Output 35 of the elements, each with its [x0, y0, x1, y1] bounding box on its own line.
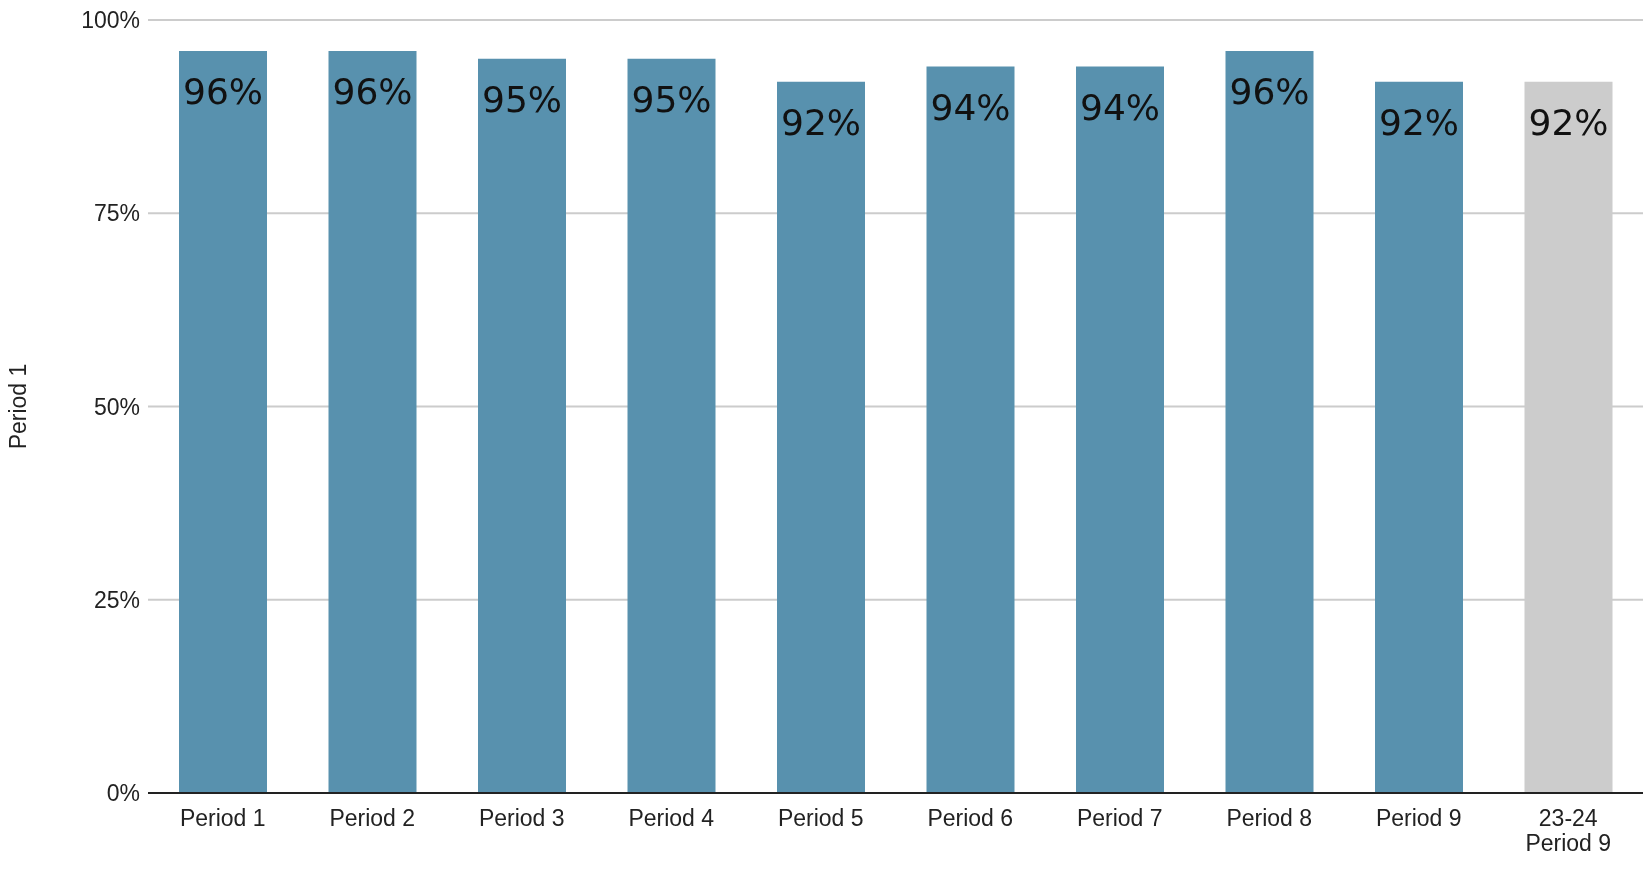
x-tick-label: Period 9 — [1375, 805, 1462, 831]
x-tick-label: Period 5 — [777, 805, 864, 831]
bar — [627, 58, 716, 793]
data-label: 92% — [1378, 102, 1460, 144]
bar — [926, 66, 1015, 793]
bar — [1225, 50, 1314, 793]
x-tick-label: 23-24 Period 9 — [1525, 805, 1612, 856]
x-tick-label: Period 7 — [1076, 805, 1163, 831]
data-label: 92% — [780, 102, 862, 144]
x-tick-label: Period 2 — [329, 805, 416, 831]
bar — [1375, 81, 1463, 793]
x-tick-label: Period 8 — [1226, 805, 1313, 831]
bar — [328, 50, 417, 793]
bar — [179, 50, 267, 793]
data-label: 92% — [1528, 102, 1609, 144]
y-tick-label: 75% — [93, 200, 140, 227]
x-tick-label: Period 4 — [628, 805, 715, 831]
data-label: 94% — [930, 86, 1011, 128]
y-tick-label: 0% — [106, 780, 140, 807]
y-tick-label: 25% — [93, 586, 140, 613]
data-label: 96% — [182, 71, 264, 113]
data-label: 94% — [1079, 86, 1161, 128]
bar — [1076, 66, 1164, 793]
y-tick-label: 100% — [81, 7, 140, 34]
x-tick-label: Period 1 — [179, 805, 266, 831]
data-label: 95% — [481, 79, 563, 121]
y-axis-title: Period 1 — [5, 363, 32, 450]
x-tick-label: Period 3 — [478, 805, 565, 831]
data-label: 96% — [1229, 71, 1310, 113]
bar — [777, 81, 865, 793]
bar — [478, 58, 566, 793]
y-tick-label: 50% — [93, 393, 140, 420]
data-label: 96% — [332, 71, 413, 113]
x-tick-label: Period 6 — [927, 805, 1014, 831]
data-label: 95% — [631, 79, 712, 121]
